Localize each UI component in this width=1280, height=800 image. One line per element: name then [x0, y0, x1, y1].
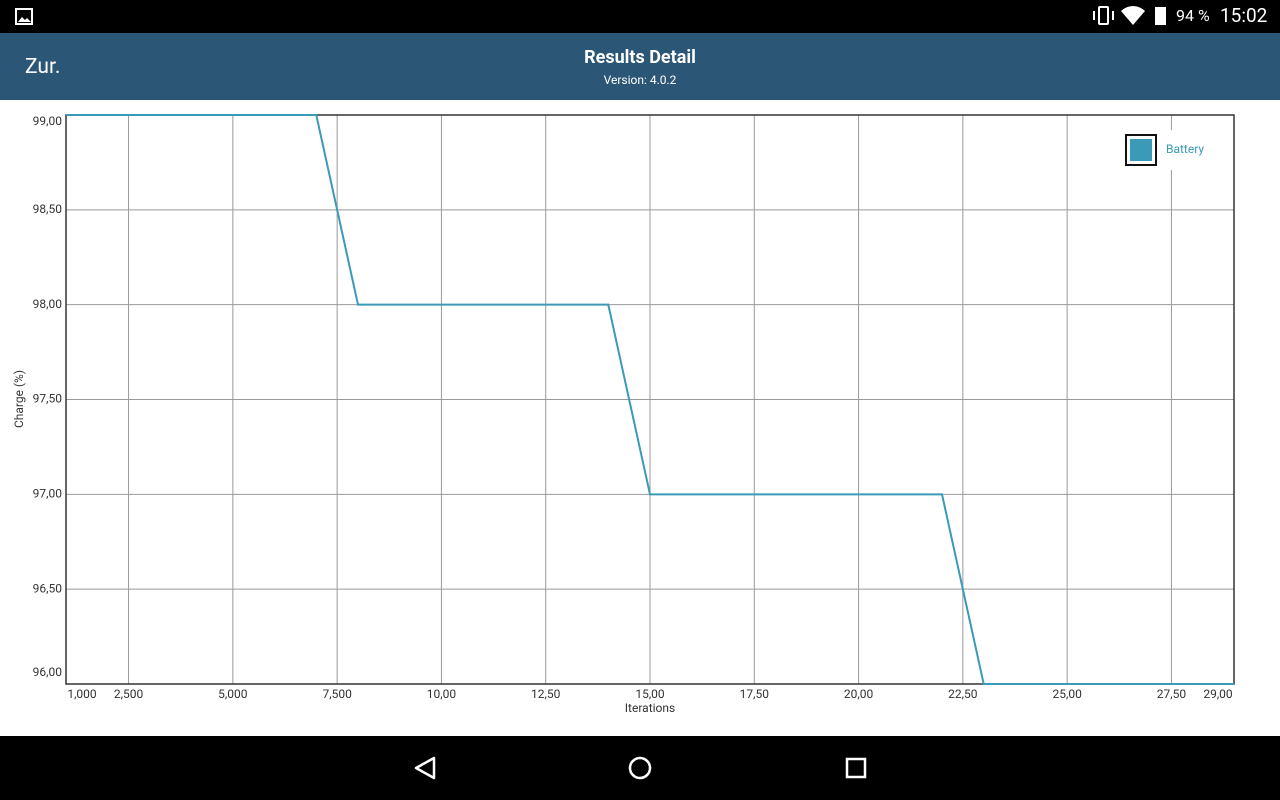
x-tick-label: 7,500 — [322, 687, 352, 701]
x-axis-label: Iterations — [625, 701, 675, 715]
battery-icon — [1155, 7, 1166, 25]
gallery-icon-shape — [18, 17, 31, 22]
x-tick-label: 17,50 — [740, 687, 770, 701]
gallery-icon — [15, 8, 33, 25]
x-tick-label: 15,00 — [635, 687, 665, 701]
y-tick-label: 98,00 — [33, 297, 63, 311]
back-button[interactable]: Zur. — [25, 55, 61, 79]
x-tick-label: 22,50 — [948, 687, 978, 701]
x-tick-label: 29,00 — [1203, 687, 1233, 701]
plot-border — [65, 114, 1235, 685]
app-bar: Zur. Results Detail Version: 4.0.2 — [0, 33, 1280, 100]
y-tick-label: 96,00 — [33, 665, 63, 679]
wifi-icon — [1121, 6, 1145, 25]
recents-nav[interactable] — [845, 757, 867, 779]
nav-bar — [0, 736, 1280, 800]
nav-icons — [414, 756, 867, 780]
data-line — [66, 114, 1234, 685]
screen-subtitle: Version: 4.0.2 — [603, 73, 677, 87]
battery-percent: 94 % — [1176, 6, 1210, 25]
y-tick-label: 99,00 — [33, 114, 63, 128]
x-tick-label: 1,000 — [67, 687, 97, 701]
home-nav[interactable] — [628, 756, 652, 780]
y-tick-label: 98,50 — [33, 202, 63, 216]
chart: Charge (%) Iterations 96,00 96,50 97,00 97,… — [12, 114, 1235, 715]
x-tick-label: 25,00 — [1052, 687, 1082, 701]
x-tick-label: 10,00 — [427, 687, 457, 701]
vibrate-waves — [1093, 11, 1114, 20]
y-tick-label: 97,50 — [33, 392, 63, 406]
clock: 15:02 — [1220, 4, 1267, 27]
x-tick-label: 20,00 — [844, 687, 874, 701]
x-tick-label: 2,500 — [114, 687, 144, 701]
y-axis-label: Charge (%) — [12, 370, 26, 428]
x-tick-label: 5,000 — [218, 687, 248, 701]
y-tick-label: 97,00 — [33, 487, 63, 501]
x-tick-label: 27,50 — [1157, 687, 1187, 701]
x-tick-label: 12,50 — [531, 687, 561, 701]
status-bar: 94 % 15:02 — [0, 0, 1280, 33]
screen-title: Results Detail — [584, 47, 696, 68]
legend-swatch — [1130, 139, 1152, 161]
vibrate-icon — [1098, 6, 1109, 25]
back-nav[interactable] — [414, 756, 436, 780]
status-icons: 94 % 15:02 — [15, 4, 1267, 27]
legend-label: Battery — [1166, 142, 1204, 156]
y-tick-label: 96,50 — [33, 581, 63, 595]
